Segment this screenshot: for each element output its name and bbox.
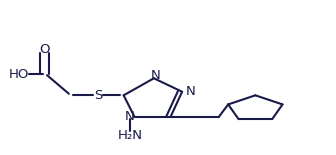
Text: N: N	[125, 110, 135, 123]
Text: N: N	[151, 69, 161, 82]
Text: N: N	[185, 85, 195, 98]
Text: O: O	[39, 43, 50, 56]
Text: S: S	[94, 89, 102, 102]
Text: HO: HO	[8, 68, 29, 81]
Text: H₂N: H₂N	[118, 129, 142, 142]
